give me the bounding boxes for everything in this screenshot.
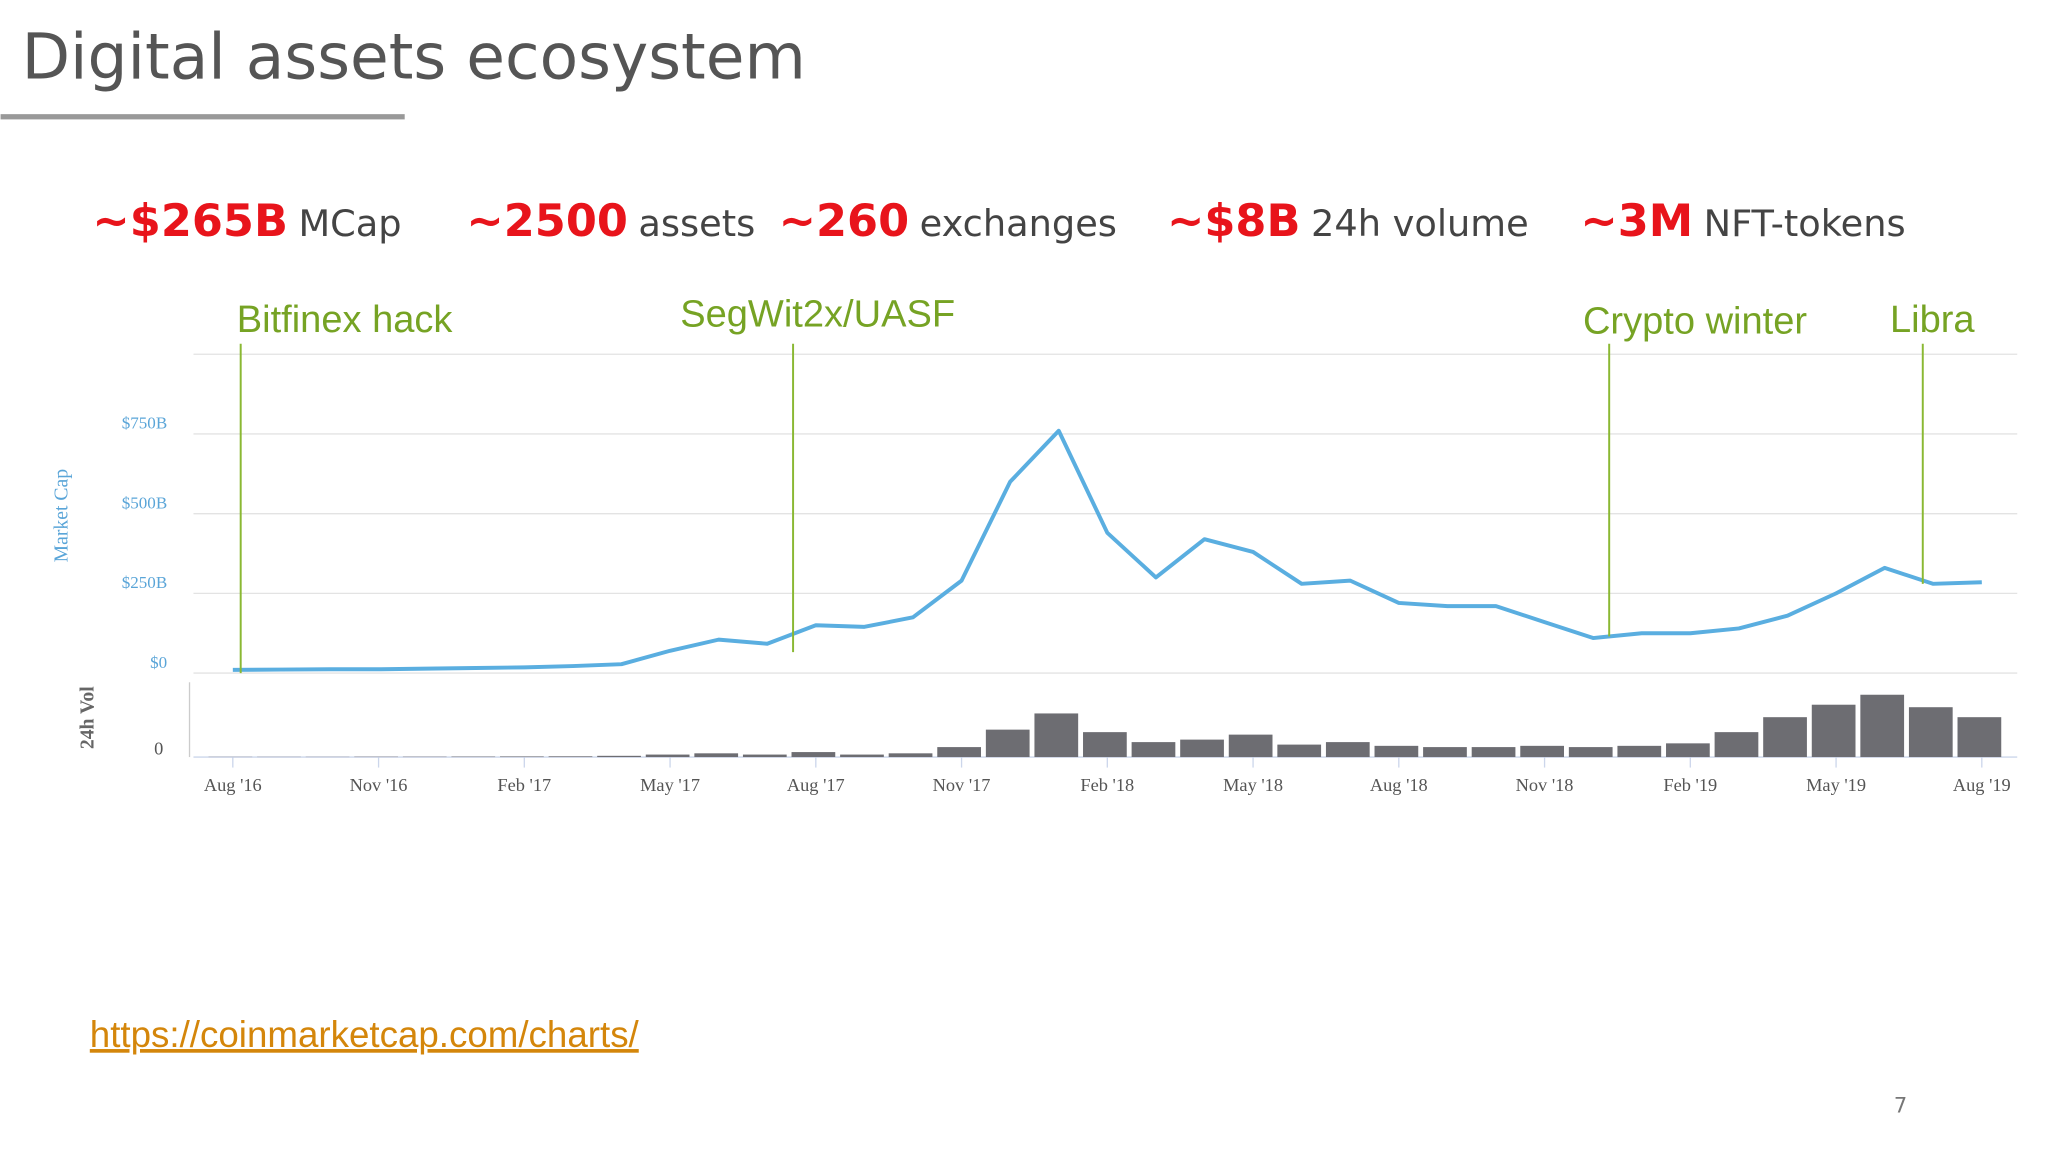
volume-bar xyxy=(1471,747,1516,758)
x-tick-label: May '17 xyxy=(640,775,700,795)
x-tick-label: May '19 xyxy=(1806,775,1866,795)
y-axis-label: Market Cap xyxy=(50,469,72,563)
x-tick-label: Feb '17 xyxy=(497,775,551,795)
volume-bar xyxy=(1908,707,1953,758)
volume-bar xyxy=(840,754,884,758)
x-tick-label: Aug '16 xyxy=(204,775,262,795)
volume-bar xyxy=(1034,713,1079,758)
volume-bar xyxy=(1666,743,1710,758)
volume-bar xyxy=(645,754,690,758)
slide-title: Digital assets ecosystem xyxy=(22,21,806,94)
volume-bar xyxy=(694,753,739,758)
source-link[interactable]: https://coinmarketcap.com/charts/ xyxy=(90,1014,640,1055)
volume-bar xyxy=(1277,744,1322,758)
x-tick-label: Aug '17 xyxy=(787,775,845,795)
volume-bar xyxy=(1520,745,1564,758)
stat: ~260 exchanges xyxy=(779,195,1117,247)
volume-bar xyxy=(1714,732,1759,758)
volume-bar xyxy=(791,752,836,758)
stat: ~$265B MCap xyxy=(92,195,401,247)
x-tick-label: Feb '19 xyxy=(1663,775,1717,795)
volume-bar xyxy=(1617,745,1662,758)
volume-bar xyxy=(1228,734,1273,758)
y2-tick-label: 0 xyxy=(154,738,163,758)
volume-bar xyxy=(1568,747,1613,758)
y2-axis-label: 24h Vol xyxy=(77,686,99,749)
volume-bar xyxy=(985,729,1030,758)
y-tick-label: $500B xyxy=(122,493,167,512)
stat-label: MCap xyxy=(298,202,401,245)
volume-bar xyxy=(937,747,982,758)
x-tick-label: May '18 xyxy=(1223,775,1283,795)
volume-bar xyxy=(1763,717,1807,758)
volume-bar xyxy=(1180,739,1224,758)
stat: ~$8B 24h volume xyxy=(1167,195,1529,247)
stat-value: ~$265B xyxy=(92,195,288,247)
x-tick-label: Nov '18 xyxy=(1516,775,1574,795)
stat-label: assets xyxy=(638,202,755,245)
x-tick-label: Aug '18 xyxy=(1370,775,1428,795)
volume-bar xyxy=(888,753,933,758)
volume-bar xyxy=(1083,732,1127,758)
x-tick-label: Aug '19 xyxy=(1953,775,2011,795)
volume-bar xyxy=(1131,742,1176,758)
volume-bar xyxy=(1325,742,1370,758)
stat-label: NFT-tokens xyxy=(1704,202,1906,245)
x-tick-label: Feb '18 xyxy=(1080,775,1134,795)
annotation: Crypto winter xyxy=(1583,300,1807,342)
volume-bar xyxy=(500,756,544,758)
stat: ~2500 assets xyxy=(466,195,755,247)
x-tick-label: Nov '17 xyxy=(933,775,991,795)
volume-bar xyxy=(548,756,593,758)
x-tick-label: Nov '16 xyxy=(350,775,408,795)
stat-label: exchanges xyxy=(920,202,1117,245)
page-number: 7 xyxy=(1894,1094,1907,1118)
volume-bar xyxy=(1957,717,2002,758)
stat-value: ~260 xyxy=(779,195,910,247)
y-tick-label: $0 xyxy=(150,653,167,672)
volume-bar xyxy=(1423,747,1467,758)
volume-bar xyxy=(1860,694,1905,758)
volume-bar xyxy=(1374,745,1419,758)
volume-bar xyxy=(1811,704,1856,758)
stat-value: ~2500 xyxy=(466,195,628,247)
annotation: SegWit2x/UASF xyxy=(680,294,955,336)
annotation: Libra xyxy=(1890,299,1975,341)
annotation: Bitfinex hack xyxy=(237,299,454,341)
volume-bar xyxy=(742,754,787,758)
y-tick-label: $750B xyxy=(122,414,167,433)
title-underline xyxy=(0,114,405,120)
market-cap-line xyxy=(232,428,1982,672)
stat-value: ~3M xyxy=(1580,195,1693,247)
y-tick-label: $250B xyxy=(122,573,167,592)
volume-bar xyxy=(597,755,641,758)
stat: ~3M NFT-tokens xyxy=(1580,195,1905,247)
stat-label: 24h volume xyxy=(1311,202,1529,245)
stat-value: ~$8B xyxy=(1167,195,1300,247)
